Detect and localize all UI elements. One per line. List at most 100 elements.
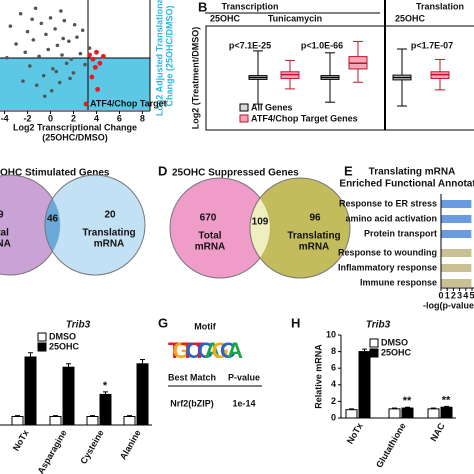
scatter-point [94, 49, 99, 55]
x-tick-label: 2 [451, 290, 456, 300]
category-label: Inflammatory response [338, 262, 437, 272]
motif-letter: G [212, 338, 228, 363]
scatter-point [95, 86, 101, 92]
legend-swatch [369, 348, 379, 358]
motif-letter: T [181, 338, 195, 363]
highlight-region [0, 58, 150, 110]
panel-letter: H [291, 315, 300, 330]
y-tick-label: 6 [331, 363, 336, 373]
scatter-point [87, 46, 92, 50]
scatter-point [34, 83, 39, 88]
bar [86, 416, 99, 426]
venn-title: OHC Stimulated Genes [0, 168, 110, 179]
venn-title: 25OHC Suppressed Genes [172, 168, 299, 179]
venn-count: 670 [200, 213, 217, 224]
x-tick-label: 6 [117, 113, 122, 123]
scatter-point [55, 43, 60, 48]
x-tick-label: 4 [94, 113, 99, 123]
scatter-point [75, 35, 79, 39]
venn-count: 96 [309, 213, 321, 224]
bar [11, 416, 24, 426]
table-header: P-value [228, 372, 260, 382]
x-tick-label: 2 [71, 113, 76, 123]
x-tick-label: 0 [48, 113, 53, 123]
group-header: Translation [416, 1, 464, 11]
scatter-point [54, 69, 59, 74]
venn-label: mRNA [195, 242, 226, 253]
scatter-point [69, 57, 74, 61]
legend-label: 25OHC [381, 347, 412, 357]
scatter-point [72, 22, 77, 27]
x-tick-label: 1 [445, 290, 450, 300]
legend-marker [83, 101, 89, 107]
x-tick-label: Glutathione [374, 421, 408, 469]
scatter-point [89, 74, 95, 80]
legend-label: ATF4/Chop Target Genes [251, 113, 358, 123]
scatter-point [39, 21, 44, 26]
bar [441, 264, 472, 272]
scatter-point [33, 6, 38, 11]
scatter-point [61, 36, 65, 41]
venn-count: 09 [0, 210, 4, 221]
table-cell: 1e-14 [232, 398, 255, 408]
legend-swatch [369, 338, 379, 348]
venn-label: mRNA [94, 239, 125, 250]
table-cell: Nrf2(bZIP) [170, 398, 214, 408]
y-tick-label: 8 [331, 346, 336, 356]
x-tick-label: 4 [463, 290, 468, 300]
legend-swatch [239, 114, 249, 123]
bar [401, 407, 414, 419]
chart-title: Enriched Functional Annotatio [339, 179, 474, 190]
scatter-point [21, 79, 25, 83]
scatter-point [78, 51, 83, 56]
motif-title: Motif [194, 321, 216, 331]
subheader: 25OHC [210, 13, 241, 23]
bar [345, 409, 358, 419]
chart-title: Translating mRNA [369, 167, 456, 178]
scatter-point [44, 32, 48, 37]
x-axis-label: -log(p-value [423, 300, 474, 310]
legend-swatch [37, 332, 47, 342]
scatter-point [59, 9, 63, 13]
significance-mark: ** [442, 394, 451, 406]
panel-letter: D [158, 163, 167, 178]
x-tick-label: NoTx [11, 428, 31, 452]
subheader: Tunicamycin [268, 13, 322, 23]
bar [441, 249, 472, 257]
bar [24, 356, 37, 426]
category-label: Response to ER stress [339, 198, 437, 208]
bar [49, 416, 62, 426]
scatter-point [100, 53, 106, 59]
y-tick-label: 2 [331, 396, 336, 406]
motif-letter: C [197, 338, 213, 363]
scatter-point [71, 71, 76, 75]
scatter-point [92, 64, 98, 70]
legend-swatch [239, 103, 249, 112]
venn-overlap [44, 175, 60, 275]
scatter-point [46, 47, 51, 52]
subheader: 25OHC [395, 13, 426, 23]
bar [388, 408, 401, 419]
chart-title: Trib3 [66, 320, 91, 331]
bar [123, 416, 136, 426]
bar [136, 363, 149, 426]
y-tick-label: 10 [326, 329, 336, 339]
scatter-point [5, 55, 9, 60]
x-tick-label: 8 [140, 113, 145, 123]
scatter-point [42, 94, 47, 99]
scatter-point [53, 27, 57, 31]
category-label: amino acid activation [345, 213, 437, 223]
venn-count: 20 [104, 210, 116, 221]
chart-title: Trib3 [366, 320, 391, 331]
scatter-point [31, 38, 36, 42]
scatter-point [67, 39, 71, 44]
scatter-point [51, 66, 55, 71]
motif-letter: C [220, 338, 236, 363]
scatter-point [87, 52, 92, 58]
motif-letter: C [186, 338, 202, 363]
x-axis-label: (25OHC/DMSO) [42, 132, 108, 142]
x-tick-label: Alanine [118, 428, 143, 461]
legend-label: ATF4/Chop Target [90, 98, 167, 108]
